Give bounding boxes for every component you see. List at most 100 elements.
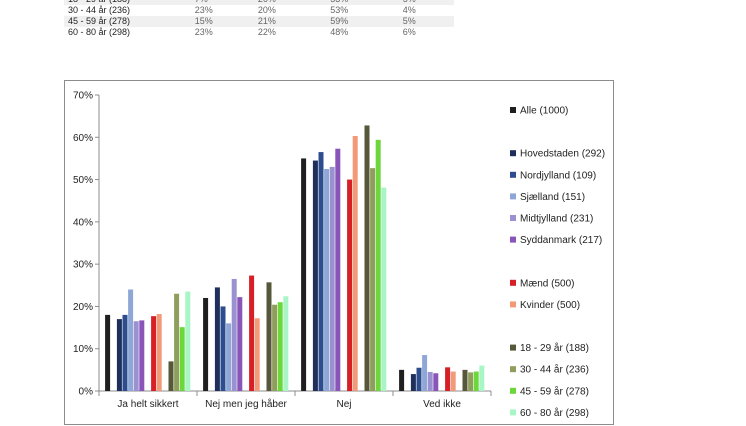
bar [375,139,381,391]
table-cell: 59% [326,16,399,27]
bar [410,374,416,391]
bar [450,371,456,391]
legend-swatch [510,387,516,394]
bar [462,369,468,391]
bar [468,372,474,391]
y-tick-label: 40% [73,217,93,228]
bar [231,278,237,391]
bar [399,369,405,391]
legend-label: Sjælland (151) [520,192,585,203]
bar [128,289,134,391]
bar [133,321,139,391]
legend-swatch [510,107,516,113]
bar-chart: 0% 10% 20% 30% 40% 50% 60% 70% Ja helt sikkert Ne… [73,91,605,419]
bar [416,367,422,391]
row-label: 60 - 80 år (298) [64,27,191,38]
x-tick-label: Nej [336,399,351,410]
bar [445,367,451,391]
table-cell: 5% [398,0,454,5]
legend-label: Alle (1000) [520,106,568,117]
table-cell: 15% [190,16,254,27]
bar [329,166,335,391]
bar [254,318,260,391]
legend-swatch [510,366,516,373]
legend-label: Kvinder (500) [520,300,580,311]
x-tick-label: Ved ikke [423,399,461,410]
legend-label: Mænd (500) [520,278,574,289]
legend-swatch [510,171,516,178]
bar [479,365,485,391]
bar [122,314,128,391]
legend-swatch [510,193,516,200]
bar [422,355,428,391]
table-cell: 4% [398,5,454,16]
bar [301,158,307,391]
bar [433,373,439,391]
bar [105,314,111,391]
legend-swatch [510,301,516,308]
row-label: 30 - 44 år (236) [64,5,191,16]
bar [324,169,330,391]
table-cell: 5% [398,16,454,27]
y-tick-label: 20% [73,302,93,313]
bar [151,316,157,391]
table-cell: 23% [190,5,254,16]
bar [283,296,289,391]
legend-swatch [510,215,516,221]
summary-table: 18 - 29 år (188)7%26%53%5%30 - 44 år (23… [64,0,454,38]
legend-label: Syddanmark (217) [520,235,602,246]
table-cell: 21% [253,16,327,27]
bar [347,179,353,391]
table-cell: 22% [253,27,327,38]
row-label: 18 - 29 år (188) [64,0,191,5]
bar [427,371,433,391]
bar [266,282,272,391]
table-row: 45 - 59 år (278) 15% 21% 59% 5% [64,16,454,27]
bar [272,304,278,391]
bar [139,320,145,391]
bar [237,297,243,391]
bar [226,323,232,391]
bar [473,371,479,391]
x-tick-label: Nej men jeg håber [205,398,287,410]
table-cell: 48% [326,27,399,38]
y-tick-label: 50% [73,175,93,186]
table-cell: 53% [326,0,399,5]
table-cell: 6% [398,27,454,38]
bar [156,314,162,391]
bar [370,168,376,391]
bar [214,287,220,391]
bar [364,125,370,391]
bar [116,319,122,391]
legend-label: 60 - 80 år (298) [520,407,589,419]
table-row: 18 - 29 år (188)7%26%53%5% [64,0,454,5]
table-cell: 53% [326,5,399,16]
bar [312,160,318,391]
legend-swatch [510,236,516,243]
table-cell: 23% [190,27,254,38]
bar [249,275,255,391]
legend-label: 30 - 44 år (236) [520,364,589,376]
table-cell: 20% [253,5,327,16]
y-tick-label: 0% [79,387,94,398]
bar [185,291,191,391]
legend-label: 45 - 59 år (278) [520,385,589,397]
legend-swatch [510,409,516,416]
table-cell: 7% [190,0,254,5]
y-tick-label: 10% [73,344,93,355]
bar [203,297,209,391]
legend-swatch [510,150,516,157]
legend-swatch [510,279,516,286]
bar [220,306,226,391]
bar [277,302,283,391]
bar [168,361,174,391]
table-cell: 26% [253,0,327,5]
legend-swatch [510,344,516,351]
row-label: 45 - 59 år (278) [64,16,191,27]
legend-label: Nordjylland (109) [520,170,596,181]
bar [179,327,185,391]
x-tick-label: Ja helt sikkert [117,399,178,410]
bar [174,293,180,391]
y-tick-label: 70% [73,91,93,102]
bar [381,187,387,391]
